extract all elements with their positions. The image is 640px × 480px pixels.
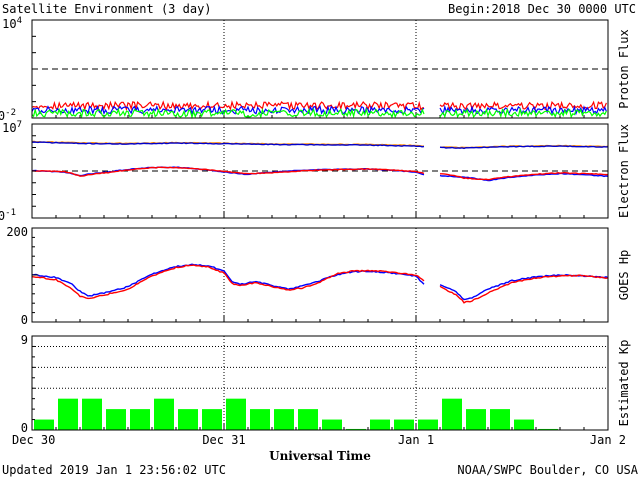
y-tick-label: 200 xyxy=(6,225,28,239)
y-tick-label: 107 xyxy=(2,120,22,135)
y-tick-label: 10-2 xyxy=(0,108,16,123)
electron-series-line xyxy=(31,166,609,182)
kp-bar xyxy=(130,409,150,430)
y-axis-label: Proton Flux xyxy=(617,29,631,108)
x-axis-label: Universal Time xyxy=(269,449,371,463)
chart-title: Satellite Environment (3 day) xyxy=(2,2,212,16)
kp-bar xyxy=(322,419,342,430)
x-tick-label: Jan 2 xyxy=(590,433,626,447)
x-tick-label: Jan 1 xyxy=(398,433,434,447)
kp-bar xyxy=(370,419,390,430)
panel-frame xyxy=(31,335,609,431)
kp-bar xyxy=(82,398,102,430)
kp-bar xyxy=(514,419,534,430)
kp-bar xyxy=(274,409,294,430)
y-tick-label: 10-1 xyxy=(0,208,16,223)
kp-bar xyxy=(178,409,198,430)
electron-series-line xyxy=(32,166,609,181)
panel-frame xyxy=(31,19,609,119)
kp-bar xyxy=(154,398,174,430)
y-tick-label: 9 xyxy=(21,333,28,347)
credit-text: NOAA/SWPC Boulder, CO USA xyxy=(457,463,638,477)
kp-bar xyxy=(346,428,366,430)
updated-timestamp: Updated 2019 Jan 1 23:56:02 UTC xyxy=(2,463,226,477)
y-axis-label: Electron Flux xyxy=(617,124,631,218)
kp-bar xyxy=(490,409,510,430)
kp-bar xyxy=(250,409,270,430)
hp-series-line xyxy=(31,264,609,304)
kp-bar xyxy=(298,409,318,430)
y-axis-label: Estimated Kp xyxy=(617,340,631,427)
panel-frame xyxy=(31,123,609,219)
kp-bar xyxy=(106,409,126,430)
x-tick-label: Dec 30 xyxy=(12,433,55,447)
kp-bar xyxy=(202,409,222,430)
kp-bar xyxy=(58,398,78,430)
panels-group: 104 10-2 Proton Flux 107 10-1 Electron Flux 20… xyxy=(0,16,631,435)
y-tick-label: 0 xyxy=(21,313,28,327)
kp-bar xyxy=(538,428,558,430)
kp-bar xyxy=(442,398,462,430)
begin-value: 2018 Dec 30 0000 UTC xyxy=(492,2,637,16)
kp-bar xyxy=(418,419,438,430)
electron-series-line xyxy=(31,141,609,150)
kp-bar xyxy=(34,419,54,430)
proton-series-line xyxy=(31,107,607,120)
begin-label: Begin: xyxy=(448,2,491,16)
kp-bar xyxy=(394,419,414,430)
panel-frame xyxy=(31,227,609,323)
y-tick-label: 0 xyxy=(21,421,28,435)
proton-series-line xyxy=(31,100,607,112)
kp-bar xyxy=(226,398,246,430)
y-axis-label: GOES Hp xyxy=(617,250,631,301)
kp-bar xyxy=(466,409,486,430)
x-tick-label: Dec 31 xyxy=(202,433,245,447)
y-tick-label: 104 xyxy=(2,16,22,31)
